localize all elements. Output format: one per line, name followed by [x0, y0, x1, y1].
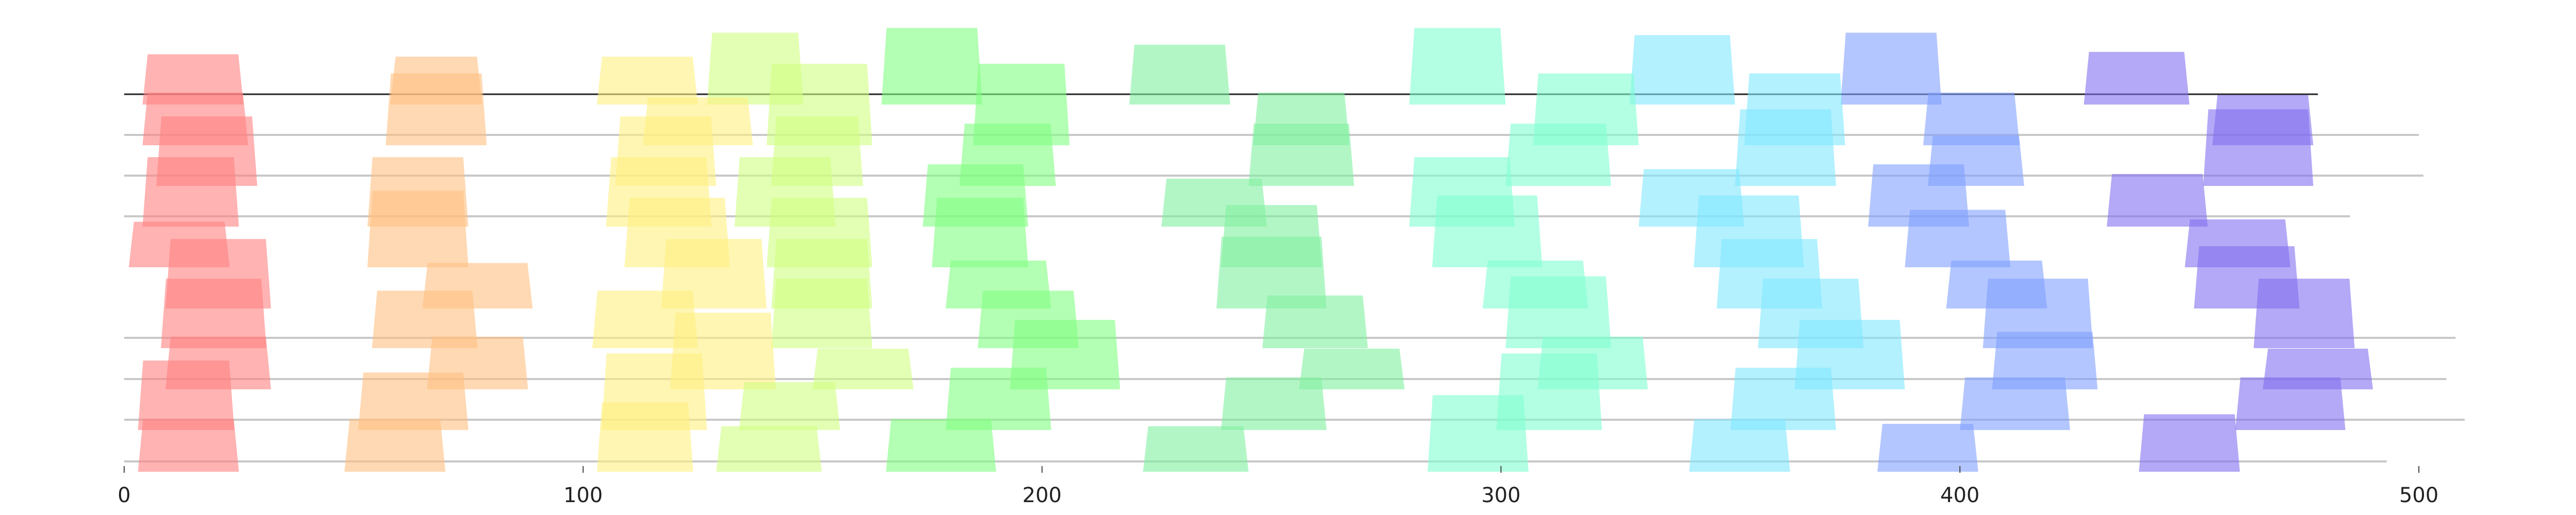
x-tick-label: 100: [564, 484, 603, 507]
bar: [367, 191, 469, 267]
bar: [1409, 28, 1506, 105]
x-tick-label: 500: [2399, 484, 2438, 507]
bar: [812, 348, 914, 389]
bar: [1840, 32, 1942, 105]
bar: [2107, 174, 2208, 227]
bar: [1216, 236, 1327, 308]
bar: [142, 54, 244, 105]
bar: [138, 360, 234, 430]
bar: [1629, 35, 1735, 105]
bar: [2139, 414, 2240, 472]
bar: [385, 73, 487, 145]
bar: [931, 198, 1028, 267]
x-tick-label: 200: [1022, 484, 1061, 507]
bar: [1432, 195, 1543, 267]
bar: [2203, 109, 2314, 186]
x-tick-label: 0: [117, 484, 130, 507]
bar: [771, 279, 873, 348]
x-tick-label: 400: [1940, 484, 1979, 507]
bar: [142, 157, 239, 227]
bar: [886, 419, 996, 472]
bar: [138, 419, 239, 472]
x-tick-label: 300: [1481, 484, 1520, 507]
bar: [1982, 279, 2093, 348]
bar: [592, 290, 698, 348]
bar: [1730, 368, 1836, 430]
bar: [1905, 210, 2011, 267]
bar: [1877, 424, 1978, 472]
bar: [739, 382, 840, 430]
bar: [2083, 52, 2190, 105]
x-axis: 0 100 200 300 400 500: [117, 466, 2438, 507]
bar: [1248, 124, 1354, 186]
bar: [1505, 124, 1612, 186]
bar: [1262, 295, 1368, 348]
bar: [1143, 426, 1249, 472]
bar: [1427, 395, 1529, 472]
bar: [1505, 276, 1612, 348]
bar: [2253, 279, 2355, 348]
bar: [1923, 92, 2020, 145]
bar: [372, 290, 478, 348]
bar: [1221, 377, 1327, 430]
bar: [161, 279, 267, 348]
bar: [1299, 348, 1405, 389]
bar: [945, 368, 1052, 430]
bar: [1129, 44, 1230, 105]
bars: [128, 28, 2373, 472]
bar: [1992, 332, 2098, 389]
bar: [1960, 377, 2070, 430]
bar: [2235, 377, 2346, 430]
bar: [881, 28, 982, 105]
bar: [597, 57, 698, 105]
bar: [1735, 109, 1836, 186]
bar: [716, 426, 822, 472]
bar: [597, 402, 693, 472]
bar: [358, 372, 469, 430]
bar: [344, 419, 446, 472]
bar: [1689, 419, 1790, 472]
